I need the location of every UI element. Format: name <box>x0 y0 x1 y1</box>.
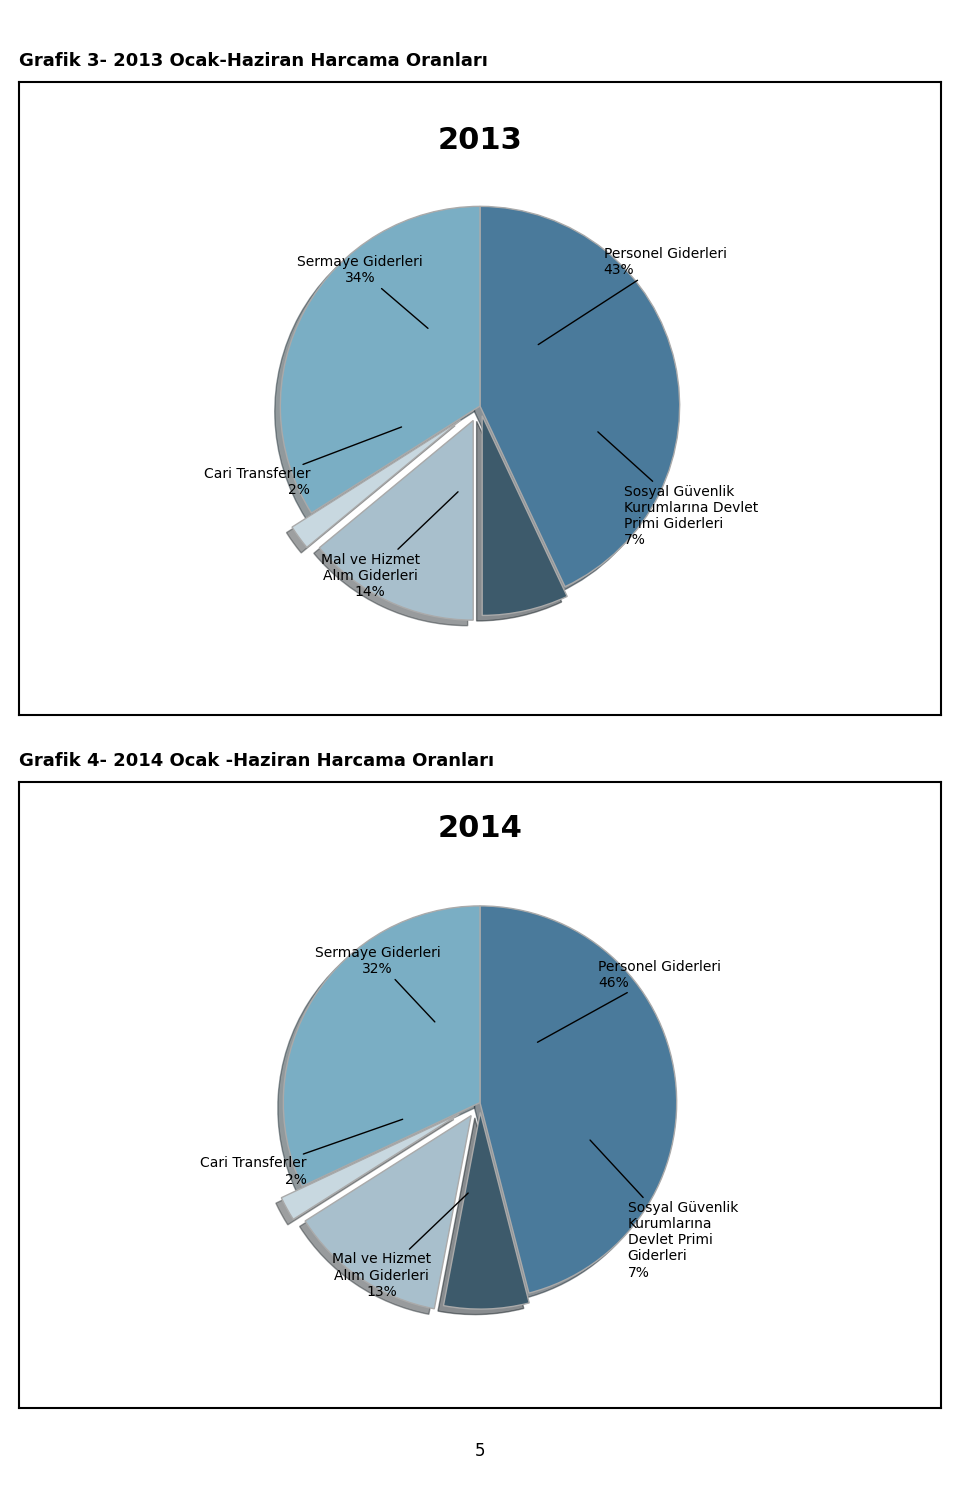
Wedge shape <box>480 906 677 1293</box>
Wedge shape <box>292 420 461 547</box>
Wedge shape <box>480 207 680 587</box>
Text: Personel Giderleri
43%: Personel Giderleri 43% <box>539 247 727 344</box>
Text: Sermaye Giderleri
32%: Sermaye Giderleri 32% <box>315 946 441 1022</box>
Wedge shape <box>482 416 567 615</box>
Text: Personel Giderleri
46%: Personel Giderleri 46% <box>538 960 721 1042</box>
Text: 2014: 2014 <box>438 814 522 842</box>
Wedge shape <box>444 1113 529 1310</box>
Wedge shape <box>320 420 473 620</box>
Wedge shape <box>281 1115 459 1219</box>
Text: Cari Transferler
2%: Cari Transferler 2% <box>204 428 401 498</box>
Wedge shape <box>280 207 480 513</box>
Text: Grafik 4- 2014 Ocak -Haziran Harcama Oranları: Grafik 4- 2014 Ocak -Haziran Harcama Ora… <box>19 752 494 770</box>
Text: 2013: 2013 <box>438 127 522 155</box>
Text: Sosyal Güvenlik
Kurumlarına
Devlet Primi
Giderleri
7%: Sosyal Güvenlik Kurumlarına Devlet Primi… <box>590 1140 738 1280</box>
Wedge shape <box>283 906 480 1186</box>
Text: Mal ve Hizmet
Alım Giderleri
14%: Mal ve Hizmet Alım Giderleri 14% <box>321 492 458 599</box>
Text: Sosyal Güvenlik
Kurumlarına Devlet
Primi Giderleri
7%: Sosyal Güvenlik Kurumlarına Devlet Primi… <box>598 432 758 547</box>
Text: Sermaye Giderleri
34%: Sermaye Giderleri 34% <box>298 255 428 328</box>
Text: 5: 5 <box>475 1442 485 1460</box>
Text: Grafik 3- 2013 Ocak-Haziran Harcama Oranları: Grafik 3- 2013 Ocak-Haziran Harcama Oran… <box>19 52 488 70</box>
Text: Mal ve Hizmet
Alım Giderleri
13%: Mal ve Hizmet Alım Giderleri 13% <box>332 1193 468 1299</box>
Text: Cari Transferler
2%: Cari Transferler 2% <box>201 1119 402 1186</box>
Wedge shape <box>305 1116 471 1308</box>
